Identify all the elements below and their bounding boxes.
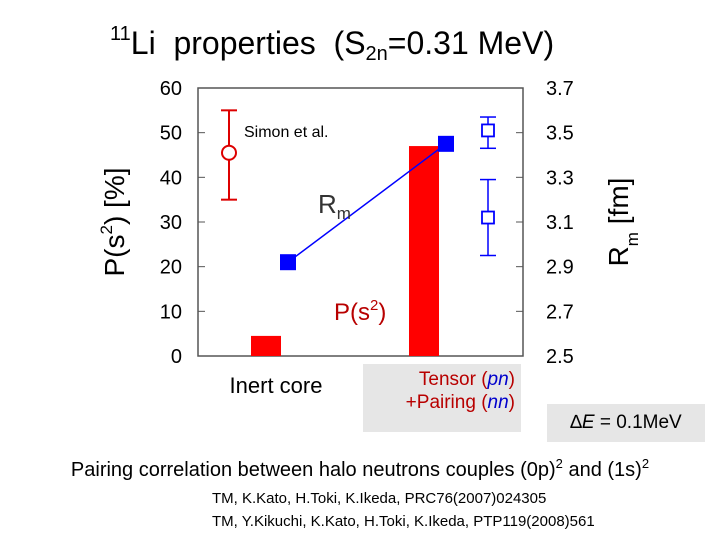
left-tick-label: 40 [160,167,182,189]
rm-exp-marker-2 [481,210,495,225]
reference-1: TM, K.Kato, H.Toki, K.Ikeda, PRC76(2007)… [212,490,547,507]
left-tick-label: 20 [160,257,182,279]
pairing-line: +Pairing (nn) [405,392,515,413]
tensor-label-box: Tensor (pn) +Pairing (nn) [363,364,521,432]
left-tick-label: 30 [160,212,182,234]
reference-2: TM, Y.Kikuchi, K.Kato, H.Toki, K.Ikeda, … [212,513,595,530]
left-axis-ticks: 0 10 20 30 40 50 60 [160,78,205,368]
right-tick-label: 3.7 [546,78,574,100]
left-tick-label: 60 [160,78,182,100]
bars [251,146,439,356]
left-tick-label: 10 [160,301,182,323]
right-tick-label: 2.9 [546,257,574,279]
simon-marker [221,144,237,161]
rm-marker-2 [438,135,454,152]
rm-marker-1 [280,254,296,271]
right-axis-label: Rm [fm] [603,178,642,267]
rm-annotation: Rm [318,189,351,223]
simon-label: Simon et al. [244,124,328,141]
rm-line [287,143,447,263]
rm-exp-marker-1 [481,123,495,138]
experimental-points [221,109,496,257]
p-bar-1 [251,335,281,356]
right-tick-label: 3.1 [546,212,574,234]
page-title: 11Li properties (S2n=0.31 MeV) [110,23,555,65]
left-tick-label: 50 [160,123,182,145]
right-tick-label: 3.5 [546,123,574,145]
right-tick-label: 2.5 [546,346,574,368]
pairing-caption: Pairing correlation between halo neutron… [70,456,650,481]
tensor-line: Tensor (pn) [418,369,515,390]
left-tick-label: 0 [171,346,182,368]
category-label-inert: Inert core [230,373,323,398]
left-axis-label: P(s2) [%] [97,167,130,276]
right-tick-label: 3.3 [546,167,574,189]
p-annotation: P(s2) [334,297,386,326]
energy-box: ∆E = 0.1MeV [547,404,705,442]
p-bar-2 [409,146,439,356]
right-tick-label: 2.7 [546,301,574,323]
rm-series [280,135,454,271]
right-axis-ticks: 2.5 2.7 2.9 3.1 3.3 3.5 3.7 [516,78,574,368]
